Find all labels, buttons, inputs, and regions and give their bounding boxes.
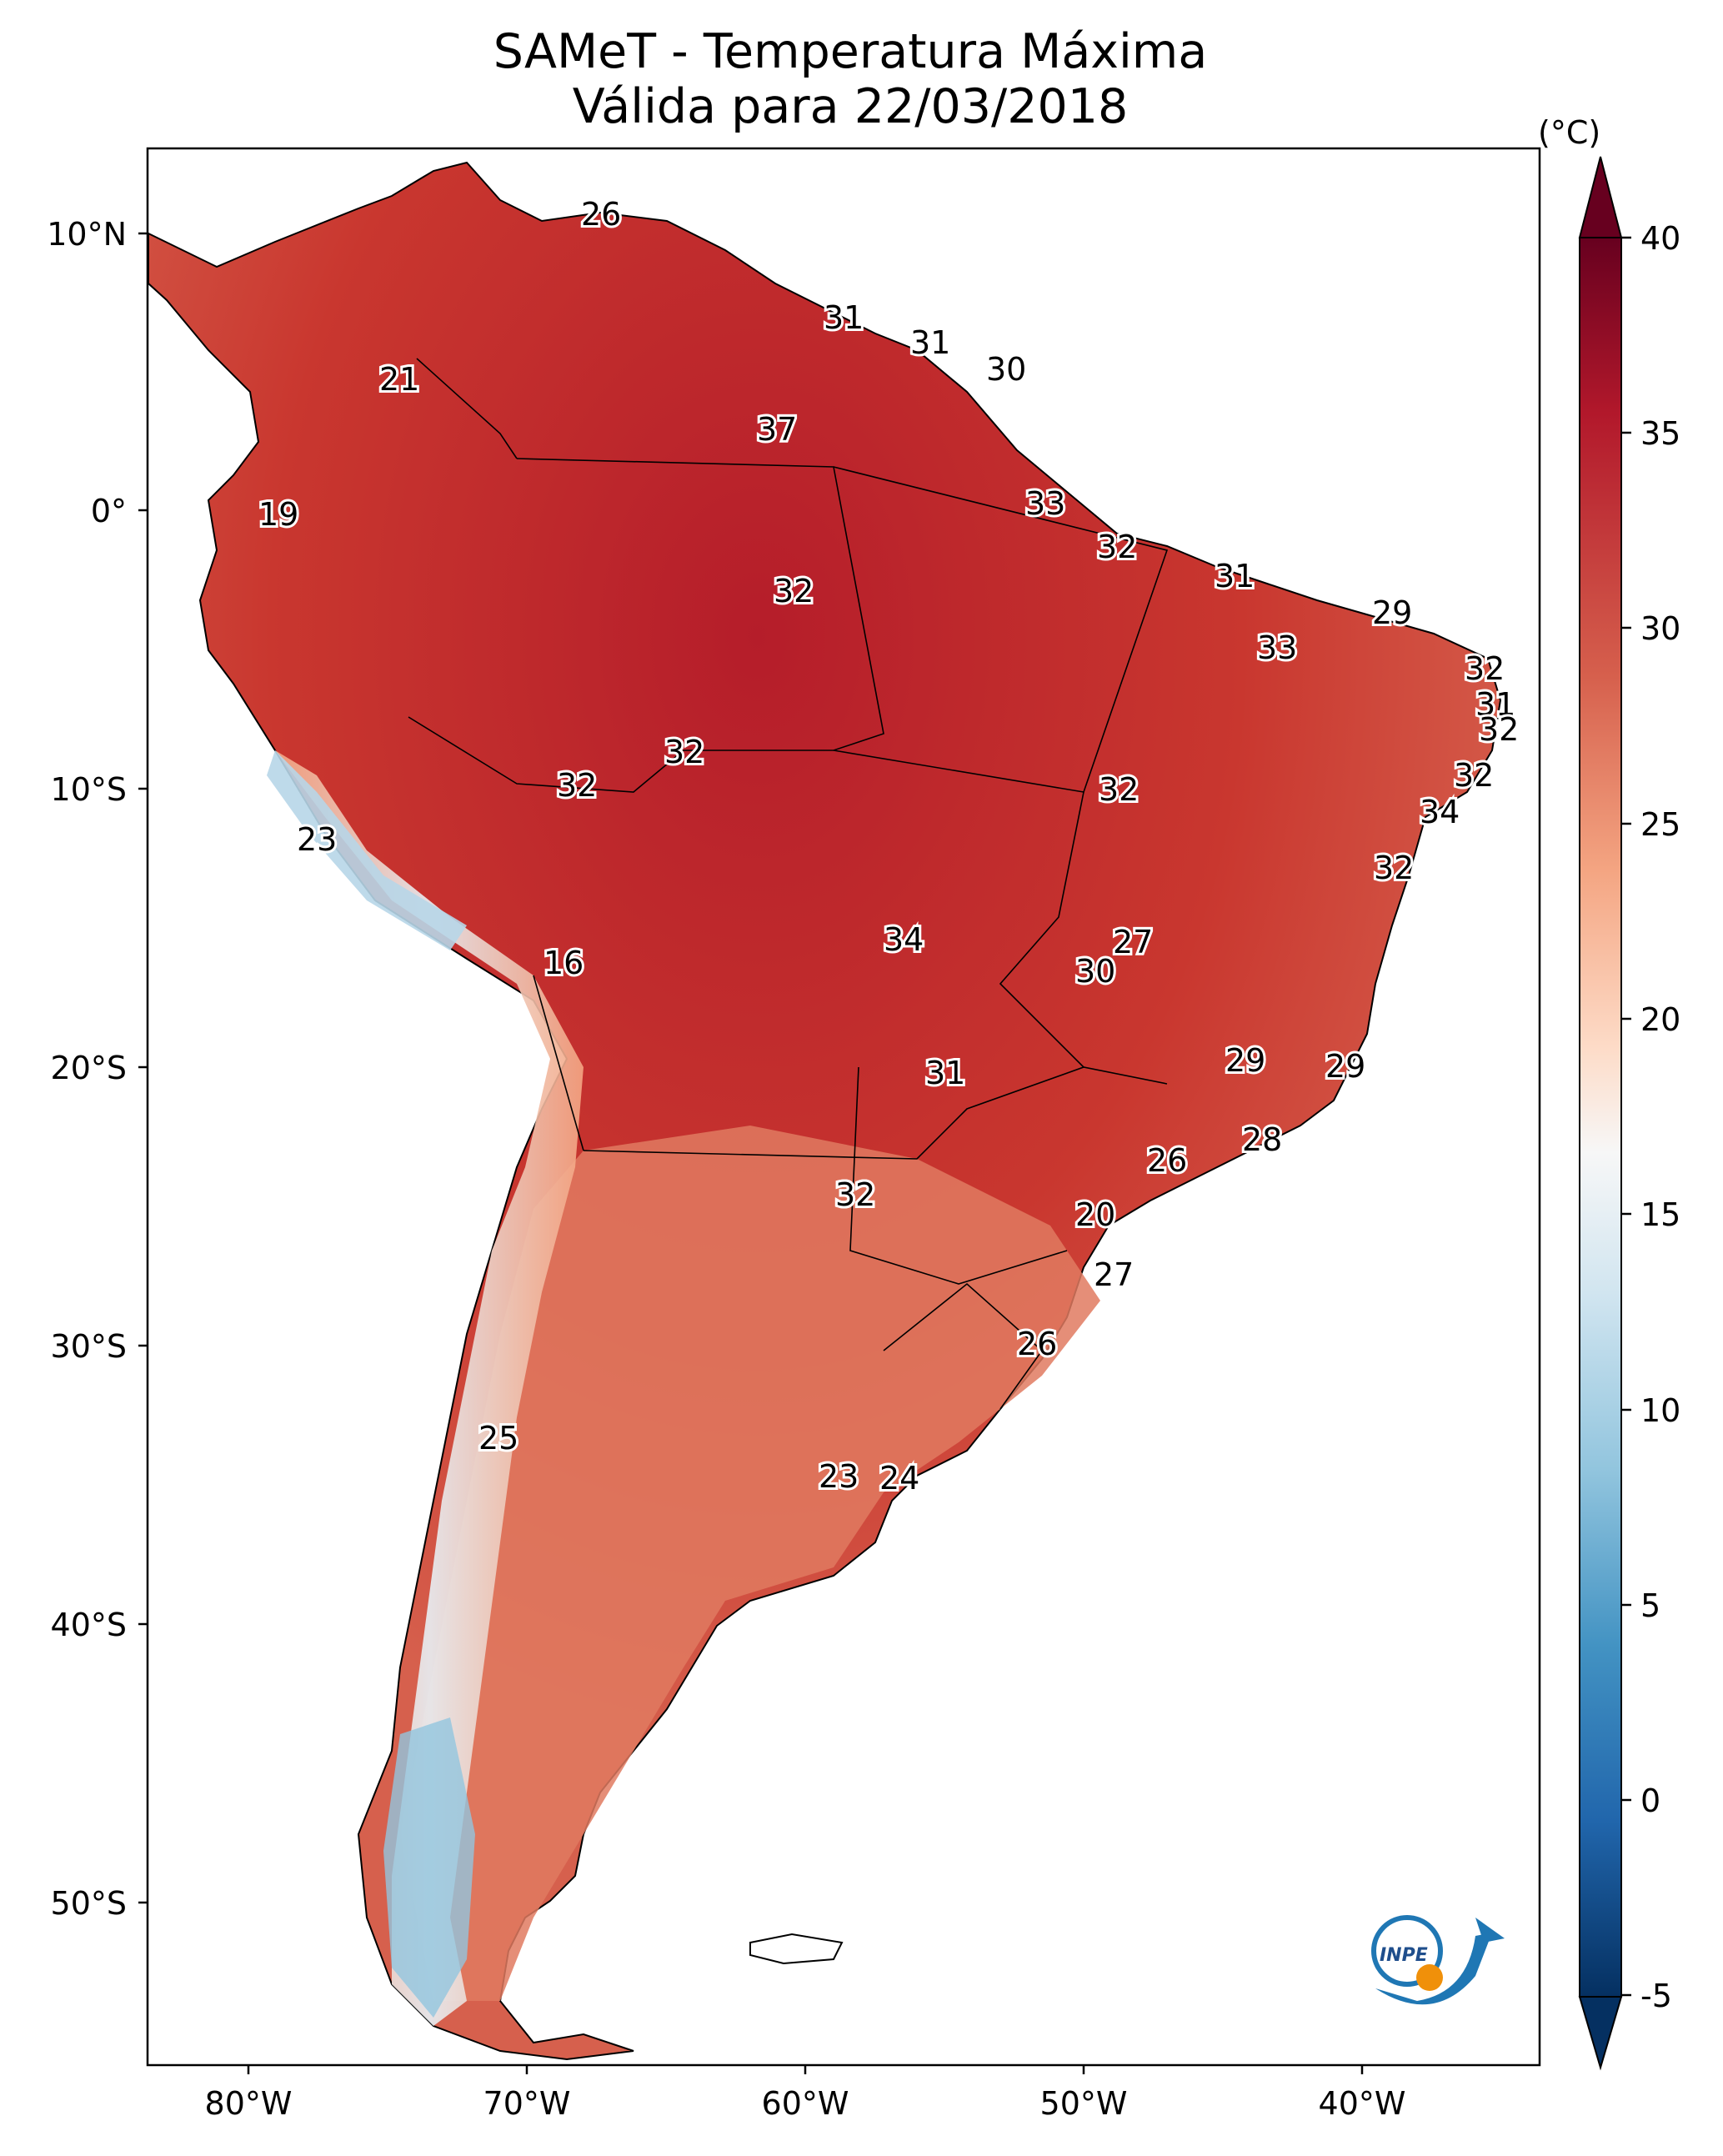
- colorbar: (°C) 40 35 30 25 20 15 10 5 0 -5: [1538, 114, 1680, 2071]
- temp-label: 32: [1374, 850, 1414, 886]
- temp-label: 31: [824, 299, 864, 336]
- colorbar-tick: 40: [1640, 220, 1680, 257]
- temp-label: 23: [819, 1458, 859, 1495]
- temp-label: 32: [835, 1176, 875, 1213]
- lat-label: 10°S: [51, 771, 127, 808]
- colorbar-tick: 5: [1640, 1587, 1660, 1624]
- colorbar-tick: -5: [1640, 1978, 1672, 2014]
- lat-label: 10°N: [47, 216, 127, 253]
- temp-label: 32: [557, 767, 597, 804]
- colorbar-tick: 30: [1640, 610, 1680, 647]
- longitude-axis: [247, 2065, 1364, 2074]
- temp-label: 32: [1454, 757, 1494, 794]
- southern-cone-warm: [400, 1126, 1100, 2001]
- temp-label: 27: [1113, 924, 1153, 960]
- temp-label: 21: [379, 361, 419, 398]
- temp-label: 31: [925, 1055, 965, 1091]
- temp-label: 26: [1017, 1326, 1057, 1362]
- colorbar-tick: 15: [1640, 1196, 1680, 1233]
- temp-label: 32: [835, 1176, 875, 1213]
- map-title: SAMeT - Temperatura Máxima: [493, 24, 1208, 79]
- lat-label: 0°: [91, 493, 127, 529]
- temp-label: 32: [1099, 771, 1139, 808]
- falkland-islands: [749, 1933, 844, 1965]
- colorbar-tick: 25: [1640, 806, 1680, 843]
- temp-label: 29: [1372, 594, 1412, 631]
- temp-label: 32: [1097, 529, 1137, 565]
- temp-label: 30: [986, 351, 1026, 388]
- temp-label: 34: [1420, 794, 1460, 830]
- temp-label: 29: [1325, 1048, 1365, 1085]
- temp-label: 32: [1465, 650, 1505, 687]
- colorbar-bottom-arrow: [1578, 1996, 1623, 2071]
- temp-label: 31: [1475, 686, 1515, 723]
- temp-label: 33: [1025, 485, 1065, 522]
- latitude-labels: 10°N 0° 10°S 20°S 30°S 40°S 50°S: [47, 216, 127, 1922]
- lat-label: 40°S: [51, 1607, 127, 1643]
- peru-andes-blue: [267, 750, 467, 950]
- map-subtitle: Válida para 22/03/2018: [572, 79, 1129, 134]
- lon-label: 70°W: [483, 2085, 571, 2122]
- colorbar-tick: 0: [1640, 1782, 1660, 1819]
- temp-label: 26: [1147, 1142, 1187, 1179]
- temp-label: 32: [774, 573, 814, 609]
- temp-label: 32: [664, 734, 704, 770]
- temp-label: 20: [1075, 1196, 1115, 1233]
- temp-label: 16: [543, 945, 584, 981]
- lon-label: 50°W: [1040, 2085, 1128, 2122]
- temp-label: 34: [884, 921, 924, 958]
- lat-label: 50°S: [51, 1885, 127, 1922]
- temperature-labels: 26 31 31 30 21 37 19 33 32 32 31 29 33 3…: [256, 193, 1521, 1499]
- temp-label: 33: [1257, 629, 1297, 666]
- temp-label: 26: [581, 196, 621, 233]
- country-borders: [408, 358, 1169, 1410]
- continent: [148, 161, 1502, 2061]
- lon-label: 40°W: [1319, 2085, 1406, 2122]
- temp-label: 24: [879, 1460, 919, 1497]
- lat-label: 30°S: [51, 1328, 127, 1365]
- temp-label: 19: [258, 496, 298, 533]
- colorbar-tick: 35: [1640, 415, 1680, 452]
- lon-label: 80°W: [205, 2085, 293, 2122]
- temp-label: 23: [297, 821, 337, 858]
- inpe-logo: INPE: [1371, 1915, 1505, 2005]
- temp-label: 29: [1225, 1042, 1265, 1079]
- inpe-logo-text: INPE: [1380, 1945, 1428, 1966]
- longitude-labels: 80°W 70°W 60°W 50°W 40°W: [205, 2085, 1406, 2122]
- temp-label: 28: [1242, 1121, 1282, 1158]
- temp-label: 25: [478, 1420, 518, 1457]
- temp-label: 27: [1094, 1256, 1134, 1293]
- colorbar-unit: (°C): [1538, 114, 1600, 151]
- temp-label: 31: [1215, 558, 1255, 594]
- temp-label: 32: [1479, 711, 1519, 748]
- colorbar-tick: 10: [1640, 1392, 1680, 1429]
- lat-label: 20°S: [51, 1050, 127, 1086]
- colorbar-top-arrow: [1578, 156, 1623, 238]
- temp-label: 37: [757, 411, 797, 448]
- colorbar-body: [1579, 237, 1622, 1998]
- temp-label: 30: [1075, 953, 1115, 990]
- patagonia-blue: [383, 1717, 475, 2018]
- lon-label: 60°W: [762, 2085, 849, 2122]
- temp-label: 31: [910, 324, 950, 361]
- colorbar-tick: 20: [1640, 1001, 1680, 1038]
- latitude-axis: [138, 232, 148, 1904]
